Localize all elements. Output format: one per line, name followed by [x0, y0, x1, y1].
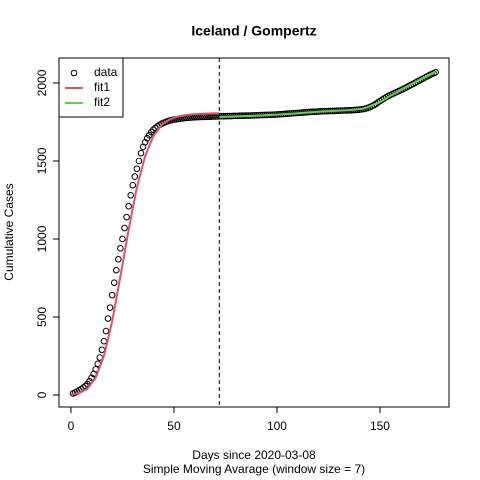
legend-box [58, 57, 124, 118]
data-point [88, 374, 95, 382]
x-tick-label: 100 [267, 419, 287, 433]
data-point [129, 181, 137, 189]
data-point [131, 173, 139, 180]
legend-symbol [70, 69, 78, 77]
y-tick-label: 500 [35, 307, 49, 327]
data-point [133, 165, 141, 173]
data-point [123, 213, 130, 221]
x-axis-label: Days since 2020-03-08 [192, 448, 316, 462]
data-point [121, 224, 128, 232]
data-point [125, 202, 132, 210]
data-point [110, 279, 118, 286]
legend-label: data [94, 65, 118, 79]
data-point [117, 245, 124, 252]
y-tick-label: 0 [35, 391, 49, 398]
legend-label: fit1 [94, 80, 110, 94]
y-axis-label: Cumulative Cases [2, 183, 16, 280]
data-point [137, 149, 145, 157]
fit-line [219, 70, 437, 118]
fit-line [70, 112, 220, 396]
data-point [119, 235, 126, 243]
y-tick-label: 1500 [35, 147, 49, 174]
x-tick-label: 150 [370, 419, 390, 433]
subtitle: Simple Moving Avarage (window size = 7) [143, 462, 365, 476]
data-point [108, 291, 116, 299]
data-point [150, 126, 157, 134]
chart-title: Iceland / Gompertz [191, 23, 316, 39]
data-point [112, 266, 120, 274]
data-point [104, 315, 112, 322]
x-tick-label: 0 [68, 419, 75, 433]
data-point [106, 304, 114, 311]
plot-box [58, 57, 450, 408]
data-point [127, 191, 134, 199]
data-point [102, 327, 110, 335]
data-point [141, 138, 149, 146]
x-tick-label: 50 [167, 419, 181, 433]
data-point [135, 157, 143, 165]
y-tick-label: 1000 [35, 225, 49, 252]
legend-label: fit2 [94, 95, 110, 109]
data-point [115, 255, 122, 263]
y-tick-label: 2000 [35, 69, 49, 96]
